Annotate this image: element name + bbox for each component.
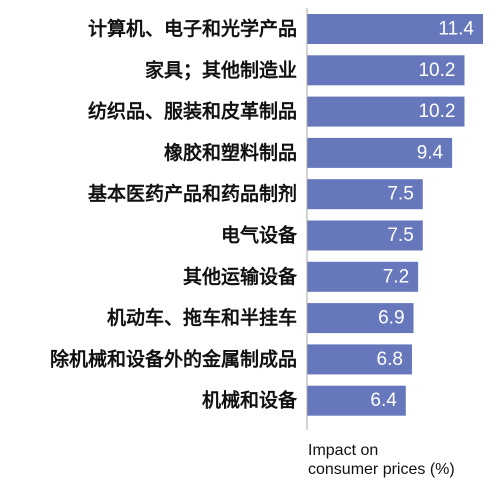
category-label-1: 家具；其他制造业 [145, 58, 297, 81]
category-label-2: 纺织品、服装和皮革制品 [88, 100, 297, 123]
category-labels-layer: 计算机、电子和光学产品家具；其他制造业纺织品、服装和皮革制品橡胶和塑料制品基本医… [50, 17, 298, 412]
x-axis-label-line-1: Impact on [308, 442, 379, 459]
x-axis-label-line-2: consumer prices (%) [308, 461, 455, 478]
bar-5 [307, 220, 423, 251]
category-label-7: 机动车、拖车和半挂车 [107, 306, 297, 329]
bar-3 [307, 137, 453, 168]
value-label-4: 7.5 [387, 184, 413, 205]
value-label-9: 6.4 [370, 390, 397, 411]
value-labels-layer: 11.410.210.29.47.57.57.26.96.86.4 [370, 19, 474, 412]
bar-7 [307, 303, 414, 334]
bar-6 [307, 261, 419, 292]
bar-1 [307, 55, 465, 86]
category-label-3: 橡胶和塑料制品 [164, 141, 297, 164]
value-label-5: 7.5 [387, 225, 413, 246]
x-axis-label: Impact on consumer prices (%) [308, 441, 493, 479]
bar-4 [307, 179, 423, 210]
category-label-9: 机械和设备 [202, 389, 298, 412]
bar-9 [307, 385, 406, 416]
value-label-8: 6.8 [377, 349, 403, 370]
bars-layer [307, 14, 483, 416]
bar-2 [307, 96, 465, 127]
bar-0 [307, 14, 483, 44]
bar-8 [307, 344, 412, 375]
value-label-7: 6.9 [378, 308, 404, 329]
category-label-8: 除机械和设备外的金属制成品 [50, 347, 297, 370]
category-label-4: 基本医药产品和药品制剂 [87, 182, 297, 205]
category-label-5: 电气设备 [221, 224, 298, 247]
value-label-6: 7.2 [383, 266, 409, 287]
value-label-3: 9.4 [417, 142, 444, 163]
value-label-1: 10.2 [418, 60, 455, 81]
category-label-6: 其他运输设备 [183, 265, 298, 288]
value-label-0: 11.4 [438, 19, 474, 40]
category-label-0: 计算机、电子和光学产品 [88, 17, 297, 40]
value-label-2: 10.2 [418, 101, 455, 122]
